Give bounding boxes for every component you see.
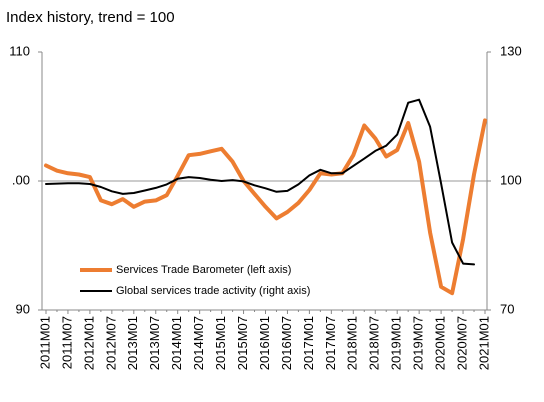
y-tick-label: 110 (9, 43, 30, 58)
y-tick-label: 90 (16, 301, 30, 316)
x-tick-label: 2013M07 (147, 316, 162, 370)
series-line (44, 118, 487, 296)
x-tick-label: 2016M01 (257, 316, 272, 370)
x-tick-label: 2011M01 (37, 316, 52, 369)
x-tick-label: 2021M01 (476, 316, 491, 370)
x-tick-label: 2015M07 (235, 316, 250, 370)
x-tick-label: 2019M01 (389, 316, 404, 370)
series-line (45, 98, 475, 266)
x-tick-label: 2019M07 (411, 316, 426, 370)
x-tick-label: 2012M07 (103, 316, 118, 370)
x-tick-label: 2014M01 (169, 316, 184, 370)
x-tick-label: 2013M01 (125, 316, 140, 370)
x-tick-label: 2017M01 (301, 316, 316, 370)
x-tick-label: 2016M07 (279, 316, 294, 370)
y2-tick-label: 130 (500, 43, 522, 58)
x-tick-label: 2017M07 (323, 316, 338, 370)
x-tick-label: 2018M07 (367, 316, 382, 370)
x-tick-label: 2020M01 (433, 316, 448, 370)
y2-tick-label: 70 (500, 301, 514, 316)
legend-label: Services Trade Barometer (left axis) (116, 264, 291, 276)
x-tick-label: 2011M07 (59, 316, 74, 369)
x-tick-label: 2020M07 (454, 316, 469, 370)
chart-title: Index history, trend = 100 (6, 9, 175, 26)
y2-tick-label: 100 (500, 172, 522, 187)
legend-label: Global services trade activity (right ax… (116, 285, 310, 297)
y-tick-label: .00 (12, 172, 30, 187)
x-tick-label: 2014M07 (191, 316, 206, 370)
x-tick-label: 2012M01 (81, 316, 96, 370)
x-tick-label: 2018M01 (345, 316, 360, 370)
x-tick-label: 2015M01 (213, 316, 228, 370)
